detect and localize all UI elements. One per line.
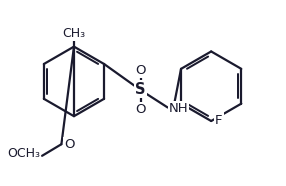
Text: S: S xyxy=(135,82,146,97)
Text: CH₃: CH₃ xyxy=(62,27,86,40)
Text: O: O xyxy=(135,64,146,77)
Text: NH: NH xyxy=(169,102,188,115)
Text: F: F xyxy=(215,114,223,126)
Text: O: O xyxy=(64,138,75,151)
Text: OCH₃: OCH₃ xyxy=(7,147,40,160)
Text: O: O xyxy=(135,103,146,116)
